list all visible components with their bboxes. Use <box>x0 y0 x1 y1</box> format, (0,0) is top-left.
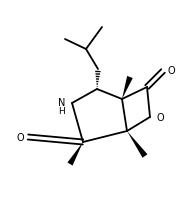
Polygon shape <box>68 142 83 166</box>
Polygon shape <box>122 77 133 100</box>
Text: N: N <box>58 98 66 107</box>
Text: H: H <box>59 107 65 116</box>
Text: O: O <box>156 113 164 122</box>
Text: O: O <box>167 66 175 76</box>
Polygon shape <box>127 131 147 158</box>
Text: O: O <box>16 132 24 142</box>
